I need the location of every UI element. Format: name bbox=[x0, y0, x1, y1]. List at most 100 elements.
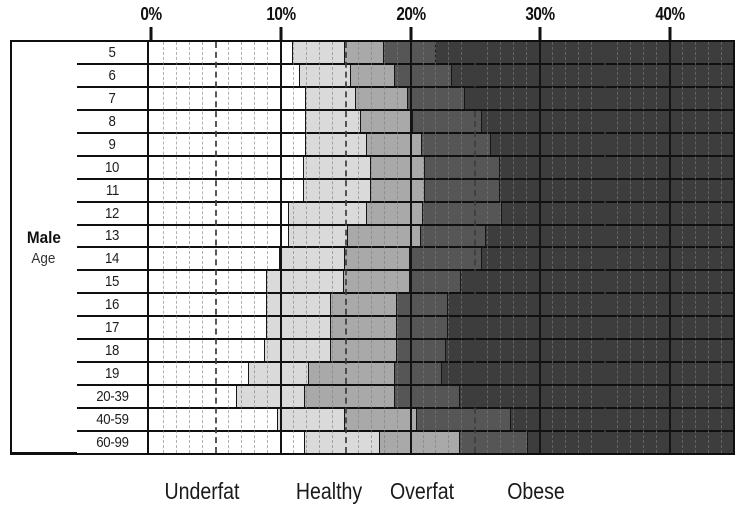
row-age-cell: 5 bbox=[77, 42, 149, 63]
bar-segment-overfat bbox=[329, 340, 397, 362]
axis-tick-mark bbox=[149, 27, 153, 40]
bar-segment-healthy bbox=[292, 42, 345, 63]
table-row: 5 bbox=[77, 42, 733, 65]
bar-segment-obese bbox=[421, 133, 491, 155]
axis-tick-mark bbox=[538, 27, 542, 40]
bar-segment-obese bbox=[409, 271, 461, 293]
bar-area bbox=[149, 225, 733, 247]
bar-segment-obese-deep bbox=[499, 179, 733, 201]
axis-tick-mark bbox=[279, 27, 283, 40]
bar-segment-underfat bbox=[149, 202, 289, 224]
bar-segment-overfat bbox=[307, 363, 394, 385]
bar-segment-obese bbox=[423, 156, 500, 178]
bar-segment-healthy bbox=[303, 431, 380, 453]
bar-segment-obese bbox=[458, 431, 527, 453]
row-label-age: 17 bbox=[104, 319, 120, 337]
table-row: 7 bbox=[77, 87, 733, 111]
bar-area bbox=[149, 133, 733, 155]
axis-tick-label: 20% bbox=[395, 4, 426, 24]
bar-segment-underfat bbox=[149, 294, 267, 316]
bar-segment-obese-deep bbox=[440, 363, 733, 385]
bar-segment-underfat bbox=[149, 271, 267, 293]
bar-segment-overfat bbox=[344, 42, 384, 63]
bar-rows-container: 5 6 7 8 9 10 11 12 13 14 15 16 17 18 19 20-39 40-59 60-99 bbox=[77, 42, 733, 453]
bar-segment-obese-deep bbox=[509, 409, 733, 430]
bar-segment-underfat bbox=[149, 431, 304, 453]
bar-segment-underfat bbox=[149, 317, 267, 339]
row-age-cell: 60-99 bbox=[77, 431, 149, 453]
bar-segment-obese bbox=[393, 64, 452, 86]
bar-segment-obese-deep bbox=[481, 110, 733, 132]
row-age-cell: 10 bbox=[77, 156, 149, 178]
bar-segment-obese bbox=[415, 409, 510, 430]
row-age-cell: 12 bbox=[77, 202, 149, 224]
bar-segment-healthy bbox=[288, 225, 347, 247]
bar-area bbox=[149, 179, 733, 201]
axis-tick-label: 10% bbox=[266, 4, 296, 24]
bar-segment-obese bbox=[383, 42, 436, 63]
bar-segment-underfat bbox=[149, 133, 306, 155]
bar-segment-healthy bbox=[298, 64, 350, 86]
row-age-cell: 9 bbox=[77, 133, 149, 155]
row-age-cell: 14 bbox=[77, 248, 149, 270]
zone-label-underfat: Underfat bbox=[164, 478, 240, 504]
row-label-age: 15 bbox=[104, 273, 120, 291]
bar-area bbox=[149, 363, 733, 385]
table-row: 13 bbox=[77, 225, 733, 249]
bar-area bbox=[149, 340, 733, 362]
bar-segment-obese-deep bbox=[435, 42, 733, 63]
row-label-age: 14 bbox=[104, 250, 120, 268]
table-row: 14 bbox=[77, 248, 733, 272]
bar-segment-obese bbox=[396, 340, 445, 362]
bar-segment-underfat bbox=[149, 248, 280, 270]
row-label-age: 18 bbox=[104, 342, 120, 360]
group-label-age: Age bbox=[31, 250, 56, 267]
bar-segment-underfat bbox=[149, 386, 237, 407]
row-age-cell: 13 bbox=[77, 225, 149, 247]
bar-segment-underfat bbox=[149, 42, 293, 63]
table-row: 17 bbox=[77, 317, 733, 341]
bar-area bbox=[149, 110, 733, 132]
bar-segment-obese bbox=[396, 317, 448, 339]
bar-segment-healthy bbox=[266, 294, 330, 316]
bar-segment-overfat bbox=[344, 248, 410, 270]
bar-segment-obese-deep bbox=[526, 431, 733, 453]
row-age-cell: 17 bbox=[77, 317, 149, 339]
bar-area bbox=[149, 248, 733, 270]
bar-segment-overfat bbox=[349, 64, 394, 86]
row-label-age: 20-39 bbox=[95, 388, 129, 406]
bar-segment-overfat bbox=[346, 225, 420, 247]
bar-segment-healthy bbox=[302, 156, 371, 178]
row-label-age: 60-99 bbox=[95, 433, 129, 451]
zone-label-overfat: Overfat bbox=[390, 478, 455, 504]
bar-segment-obese bbox=[409, 248, 482, 270]
table-row: 16 bbox=[77, 294, 733, 318]
bar-segment-obese-deep bbox=[464, 87, 733, 109]
bar-segment-obese-deep bbox=[484, 225, 733, 247]
bar-segment-underfat bbox=[149, 64, 299, 86]
row-age-cell: 18 bbox=[77, 340, 149, 362]
bar-segment-healthy bbox=[305, 87, 355, 109]
bar-segment-underfat bbox=[149, 179, 303, 201]
row-label-age: 9 bbox=[108, 135, 116, 153]
bar-segment-overfat bbox=[343, 271, 410, 293]
row-label-age: 40-59 bbox=[95, 410, 129, 428]
bar-area bbox=[149, 87, 733, 109]
bar-segment-obese bbox=[393, 363, 441, 385]
bar-segment-obese-deep bbox=[458, 386, 733, 407]
table-row: 19 bbox=[77, 363, 733, 387]
bar-segment-overfat bbox=[366, 202, 423, 224]
axis-tick-mark bbox=[668, 27, 672, 40]
axis-tick-mark bbox=[409, 27, 413, 40]
bar-segment-underfat bbox=[149, 87, 306, 109]
bar-area bbox=[149, 386, 733, 407]
row-age-cell: 16 bbox=[77, 294, 149, 316]
bar-segment-obese bbox=[393, 386, 459, 407]
row-label-age: 16 bbox=[104, 296, 120, 314]
axis-tick-label: 0% bbox=[140, 4, 162, 24]
bar-segment-underfat bbox=[149, 110, 306, 132]
row-label-age: 10 bbox=[104, 158, 120, 176]
bar-segment-healthy bbox=[279, 248, 345, 270]
row-label-age: 6 bbox=[108, 66, 116, 84]
